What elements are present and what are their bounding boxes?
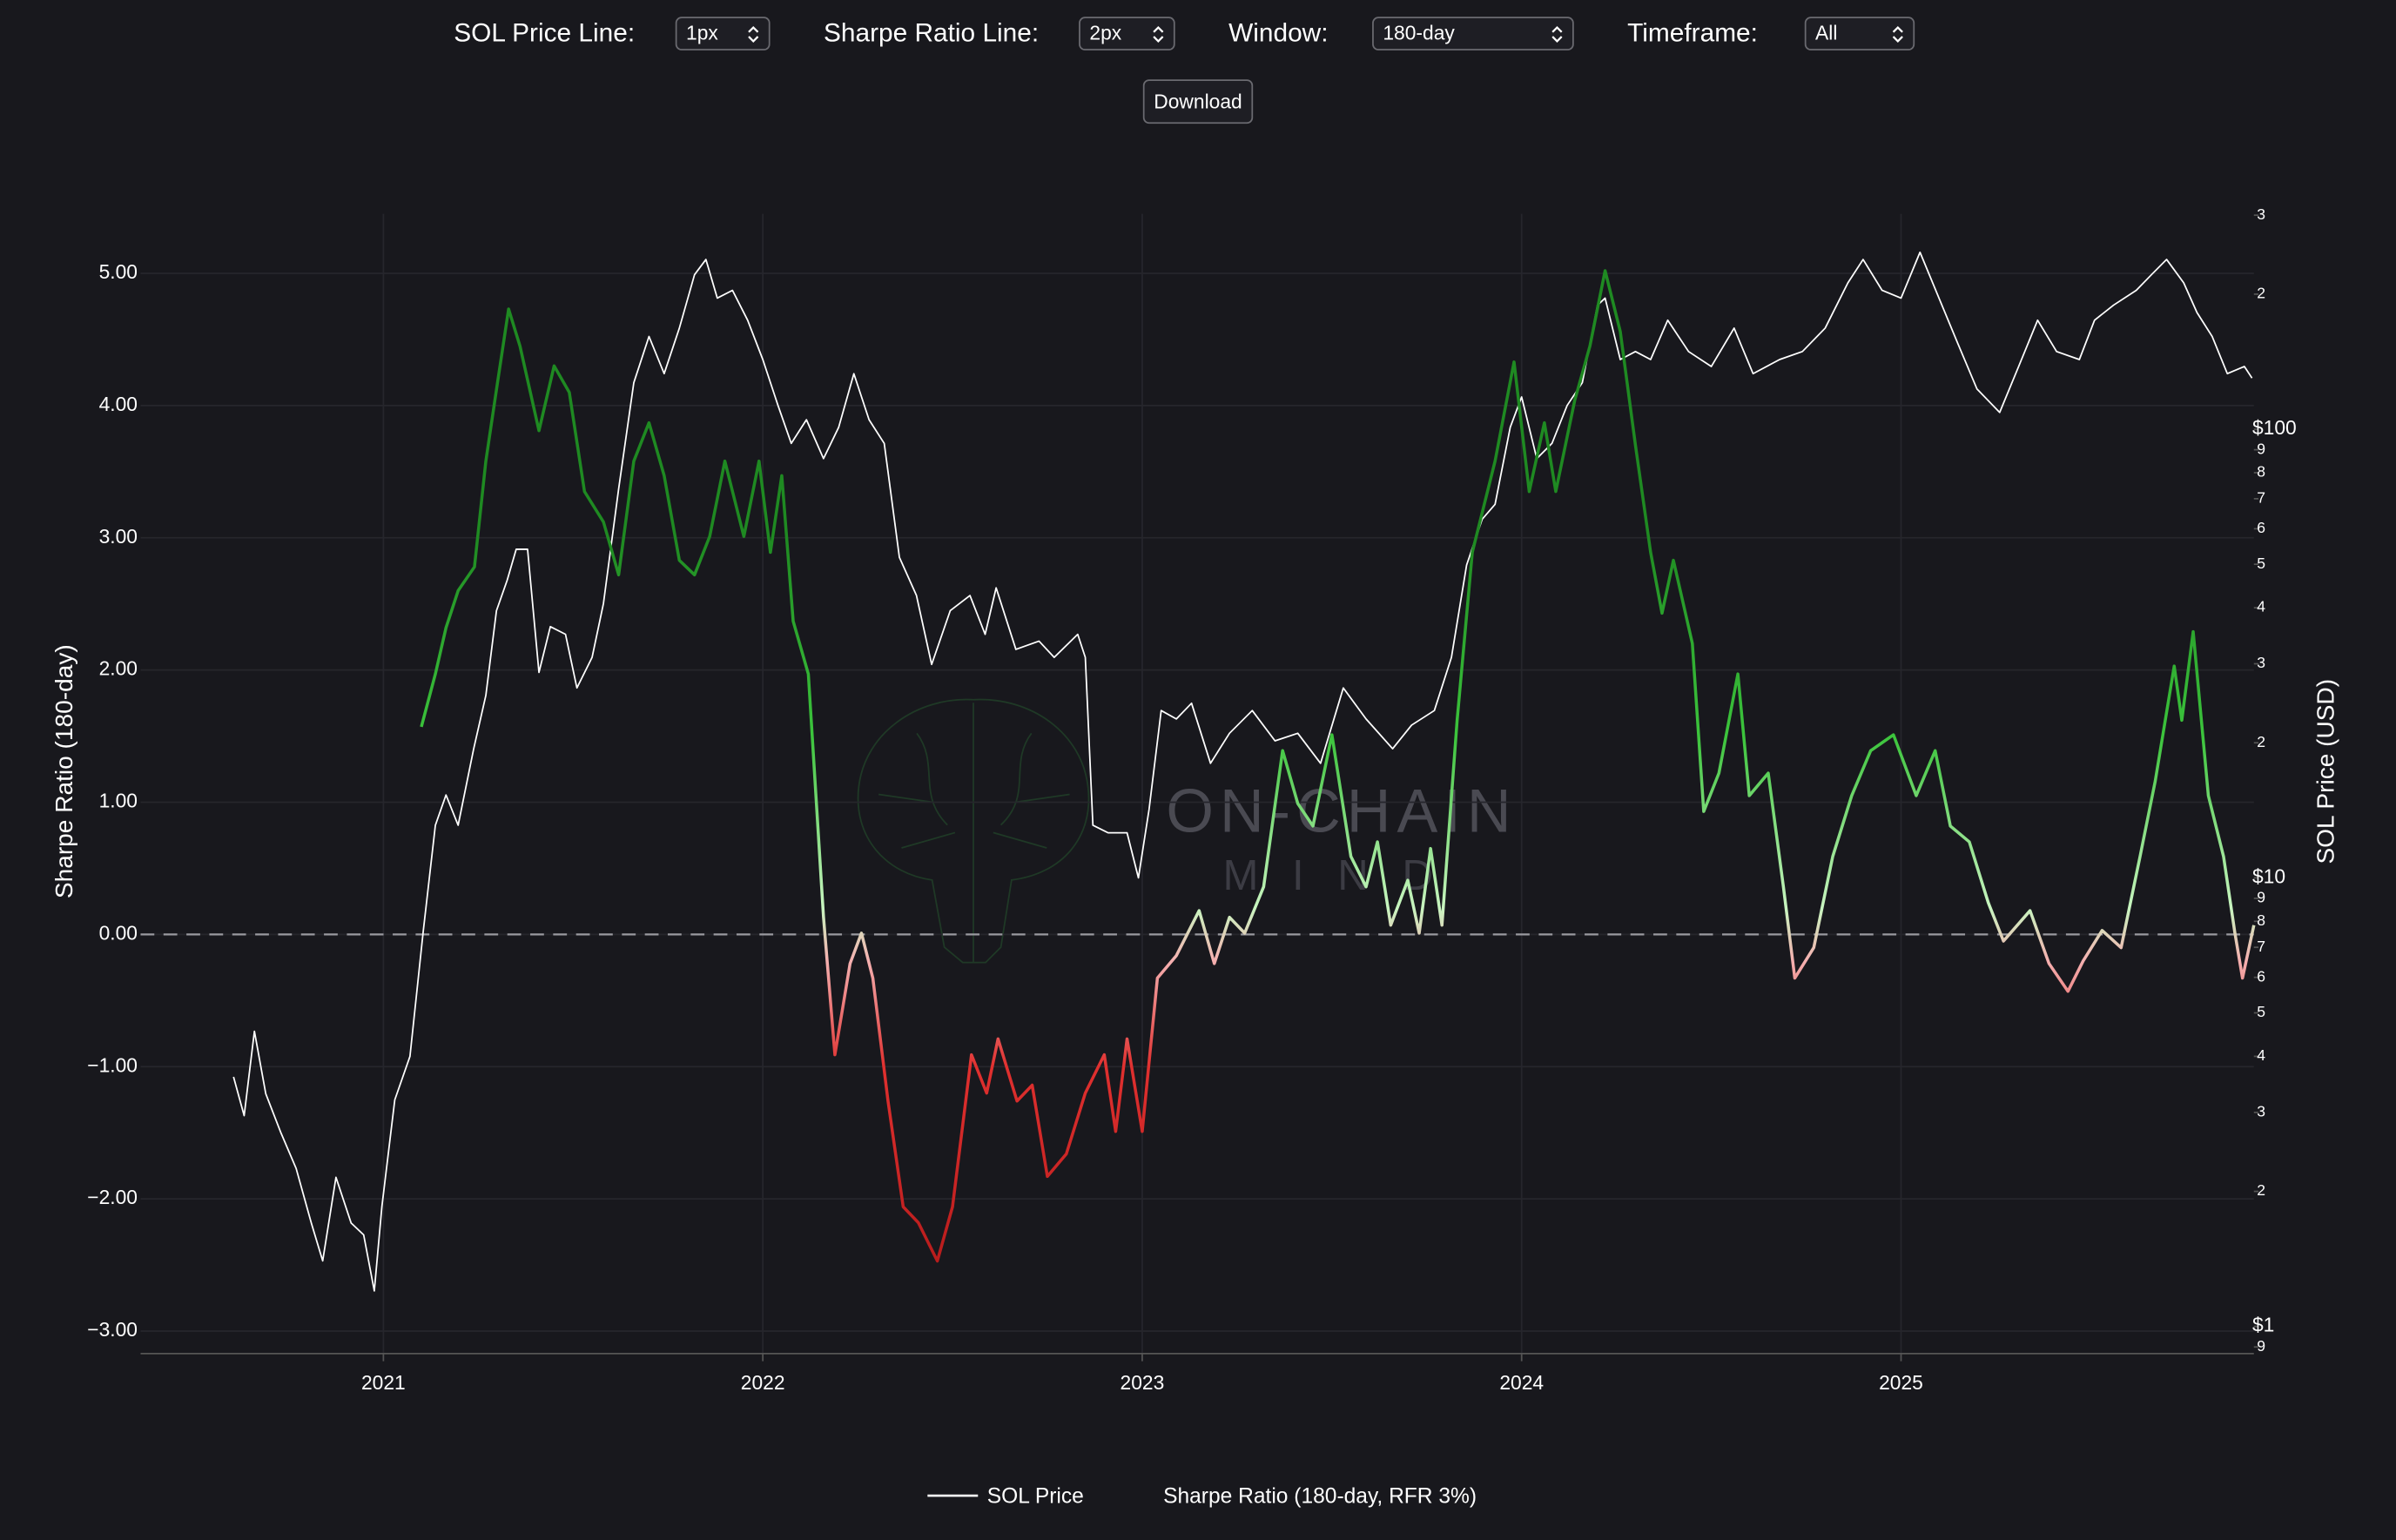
y-tick-label: −2.00 (87, 1186, 138, 1208)
y2-tick-label: 8 (2257, 911, 2265, 929)
y-tick-label: −1.00 (87, 1053, 138, 1076)
series-line (420, 269, 2256, 1263)
select-value: All (1815, 21, 1838, 44)
chevron-icon (1551, 25, 1563, 43)
y2-tick-label: 6 (2257, 967, 2265, 985)
y-tick-label: 1.00 (99, 790, 138, 812)
control-label: Sharpe Ratio Line: (823, 18, 1040, 48)
select-value: 1px (686, 21, 718, 44)
control-label: Window: (1228, 18, 1329, 48)
y2-tick-label: $1 (2252, 1314, 2274, 1336)
y-tick-label: 0.00 (99, 921, 138, 944)
chevron-icon (748, 25, 759, 43)
y2-tick-label: 7 (2257, 489, 2265, 507)
y-tick-label: 3.00 (99, 525, 138, 548)
y2-tick-label: 3 (2257, 205, 2265, 223)
control-label: Timeframe: (1627, 18, 1758, 48)
y2-tick-label: 6 (2257, 519, 2265, 536)
y2-tick-label: 2 (2257, 285, 2265, 302)
control-label: SOL Price Line: (454, 18, 636, 48)
download-button[interactable]: Download (1142, 79, 1254, 124)
y2-tick-label: 9 (2257, 1337, 2265, 1355)
y2-tick-label: 9 (2257, 440, 2265, 457)
y-tick-label: −3.00 (87, 1318, 138, 1341)
select[interactable]: 1px (675, 17, 771, 50)
select-value: 2px (1089, 21, 1122, 44)
y2-tick-label: $100 (2252, 416, 2297, 439)
select[interactable]: 2px (1079, 17, 1175, 50)
y2-tick-label: 9 (2257, 889, 2265, 906)
y-tick-label: 4.00 (99, 393, 138, 415)
y2-tick-label: 3 (2257, 654, 2265, 671)
chevron-icon (1892, 25, 1903, 43)
y-tick-label: 2.00 (99, 657, 138, 680)
x-tick-label: 2023 (1121, 1371, 1165, 1394)
x-tick-label: 2021 (361, 1371, 406, 1394)
y-axis-label: Sharpe Ratio (180-day) (50, 644, 77, 898)
watermark: ON-CHAIN (1166, 777, 1517, 845)
y2-tick-label: 2 (2257, 733, 2265, 750)
select[interactable]: 180-day (1372, 17, 1574, 50)
y2-tick-label: 4 (2257, 598, 2265, 615)
watermark-icon (857, 698, 1090, 964)
y2-tick-label: 8 (2257, 463, 2265, 481)
select[interactable]: All (1804, 17, 1915, 50)
x-tick-label: 2025 (1879, 1371, 1923, 1394)
y2-tick-label: 4 (2257, 1046, 2265, 1064)
y2-tick-label: 2 (2257, 1181, 2265, 1199)
legend-label: SOL Price (987, 1484, 1084, 1508)
watermark: MIND (1222, 852, 1466, 899)
y2-tick-label: $10 (2252, 864, 2285, 887)
y2-tick-label: 3 (2257, 1102, 2265, 1120)
y-tick-label: 5.00 (99, 260, 138, 283)
y2-axis-label: SOL Price (USD) (2312, 679, 2339, 864)
legend-label: Sharpe Ratio (180-day, RFR 3%) (1163, 1484, 1477, 1508)
x-tick-label: 2022 (741, 1371, 785, 1394)
y2-tick-label: 7 (2257, 938, 2265, 955)
x-tick-label: 2024 (1499, 1371, 1544, 1394)
y2-tick-label: 5 (2257, 555, 2265, 572)
y2-tick-label: 5 (2257, 1003, 2265, 1020)
chevron-icon (1153, 25, 1164, 43)
series-line (232, 251, 2253, 1292)
select-value: 180-day (1383, 21, 1455, 44)
